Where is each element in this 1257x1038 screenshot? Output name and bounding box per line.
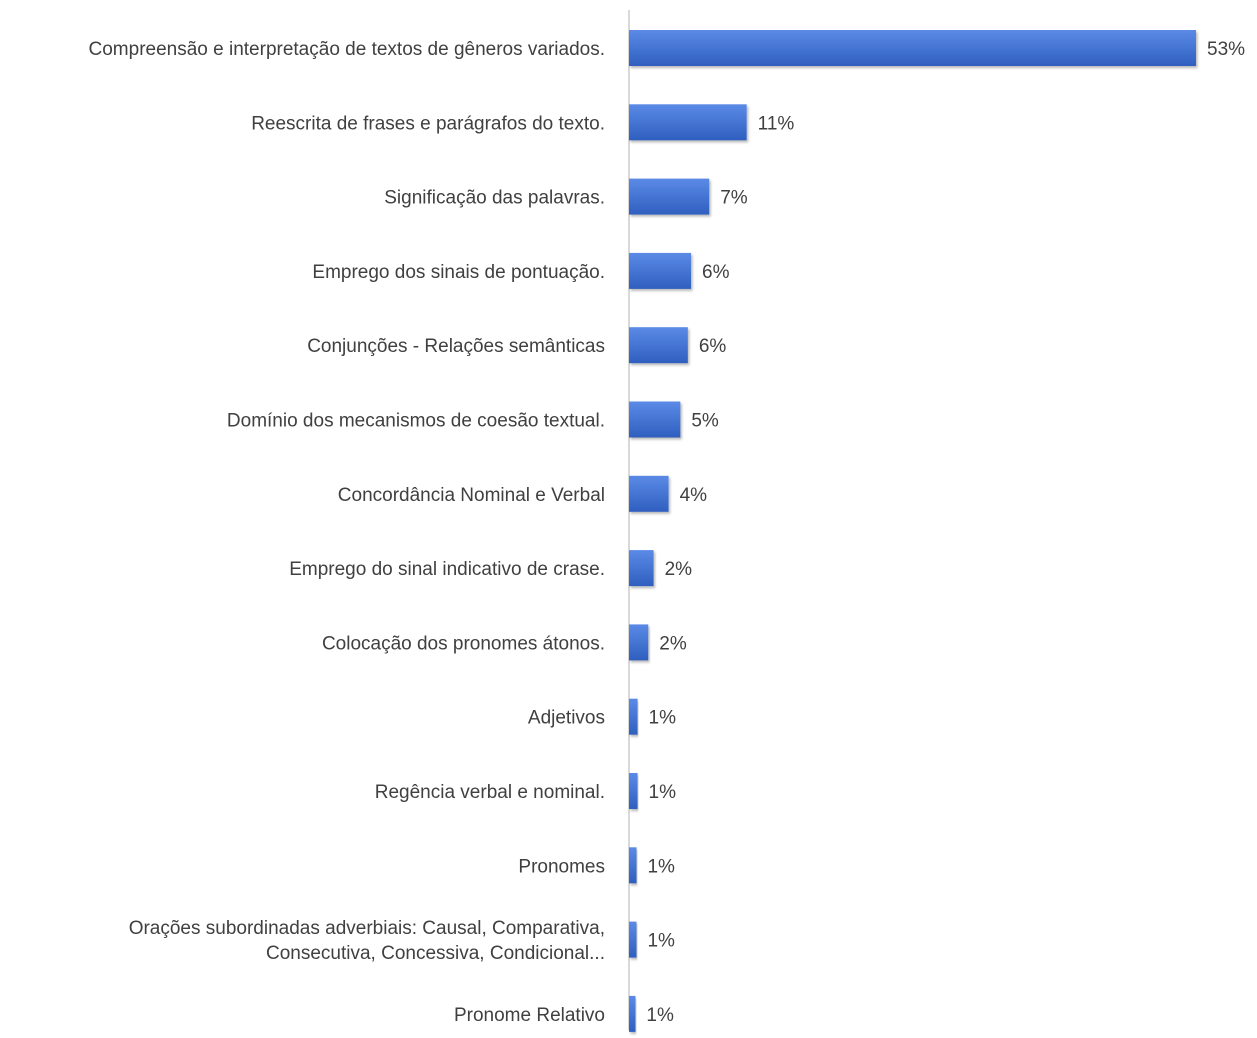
- category-label-9: Colocação dos pronomes átonos.: [322, 633, 605, 654]
- category-label-6: Domínio dos mecanismos de coesão textual…: [227, 411, 605, 432]
- category-label-7: Concordância Nominal e Verbal: [338, 485, 605, 506]
- bar-5: [629, 327, 688, 364]
- value-label-9: 2%: [659, 633, 687, 654]
- category-label-8: Emprego do sinal indicativo de crase.: [289, 559, 605, 580]
- bar-2: [629, 104, 747, 141]
- value-label-8: 2%: [665, 559, 693, 580]
- category-label-5: Conjunções - Relações semânticas: [307, 336, 605, 357]
- bar-11: [629, 773, 638, 809]
- category-label-10: Adjetivos: [528, 708, 605, 729]
- value-label-5: 6%: [699, 336, 727, 357]
- bar-4: [629, 252, 692, 289]
- category-label-3: Significação das palavras.: [384, 188, 605, 209]
- bar-6: [629, 401, 681, 438]
- value-label-6: 5%: [691, 411, 719, 432]
- bar-10: [629, 698, 638, 735]
- value-label-4: 6%: [702, 262, 730, 283]
- value-label-10: 1%: [649, 708, 677, 729]
- bar-12: [629, 847, 637, 884]
- bar-8: [629, 550, 654, 587]
- value-label-12: 1%: [647, 856, 675, 877]
- category-label-1: Compreensão e interpretação de textos de…: [89, 39, 605, 60]
- category-labels-group: Compreensão e interpretação de textos de…: [89, 39, 605, 1026]
- category-label-11: Regência verbal e nominal.: [375, 782, 605, 803]
- value-label-7: 4%: [680, 485, 708, 506]
- bar-13: [629, 921, 637, 958]
- value-label-11: 1%: [649, 782, 677, 803]
- value-label-1: 53%: [1207, 39, 1245, 60]
- value-label-14: 1%: [646, 1005, 674, 1026]
- category-label-4: Emprego dos sinais de pontuação.: [312, 262, 605, 283]
- bars-group: [629, 30, 1196, 1032]
- bar-1: [629, 30, 1196, 66]
- value-label-13: 1%: [647, 931, 675, 952]
- bar-7: [629, 475, 669, 512]
- value-label-2: 11%: [758, 113, 795, 134]
- bar-9: [629, 624, 649, 661]
- value-labels-group: 53% 11% 7% 6% 6% 5% 4% 2% 2% 1% 1% 1% 1% 1%: [646, 39, 1245, 1026]
- category-label-2: Reescrita de frases e parágrafos do text…: [251, 113, 605, 134]
- category-label-12: Pronomes: [518, 856, 605, 877]
- bar-3: [629, 178, 710, 215]
- bar-14: [629, 995, 636, 1032]
- category-label-14: Pronome Relativo: [454, 1005, 605, 1026]
- value-label-3: 7%: [720, 188, 748, 209]
- category-label-13: Orações subordinadas adverbiais: Causal,…: [129, 918, 605, 964]
